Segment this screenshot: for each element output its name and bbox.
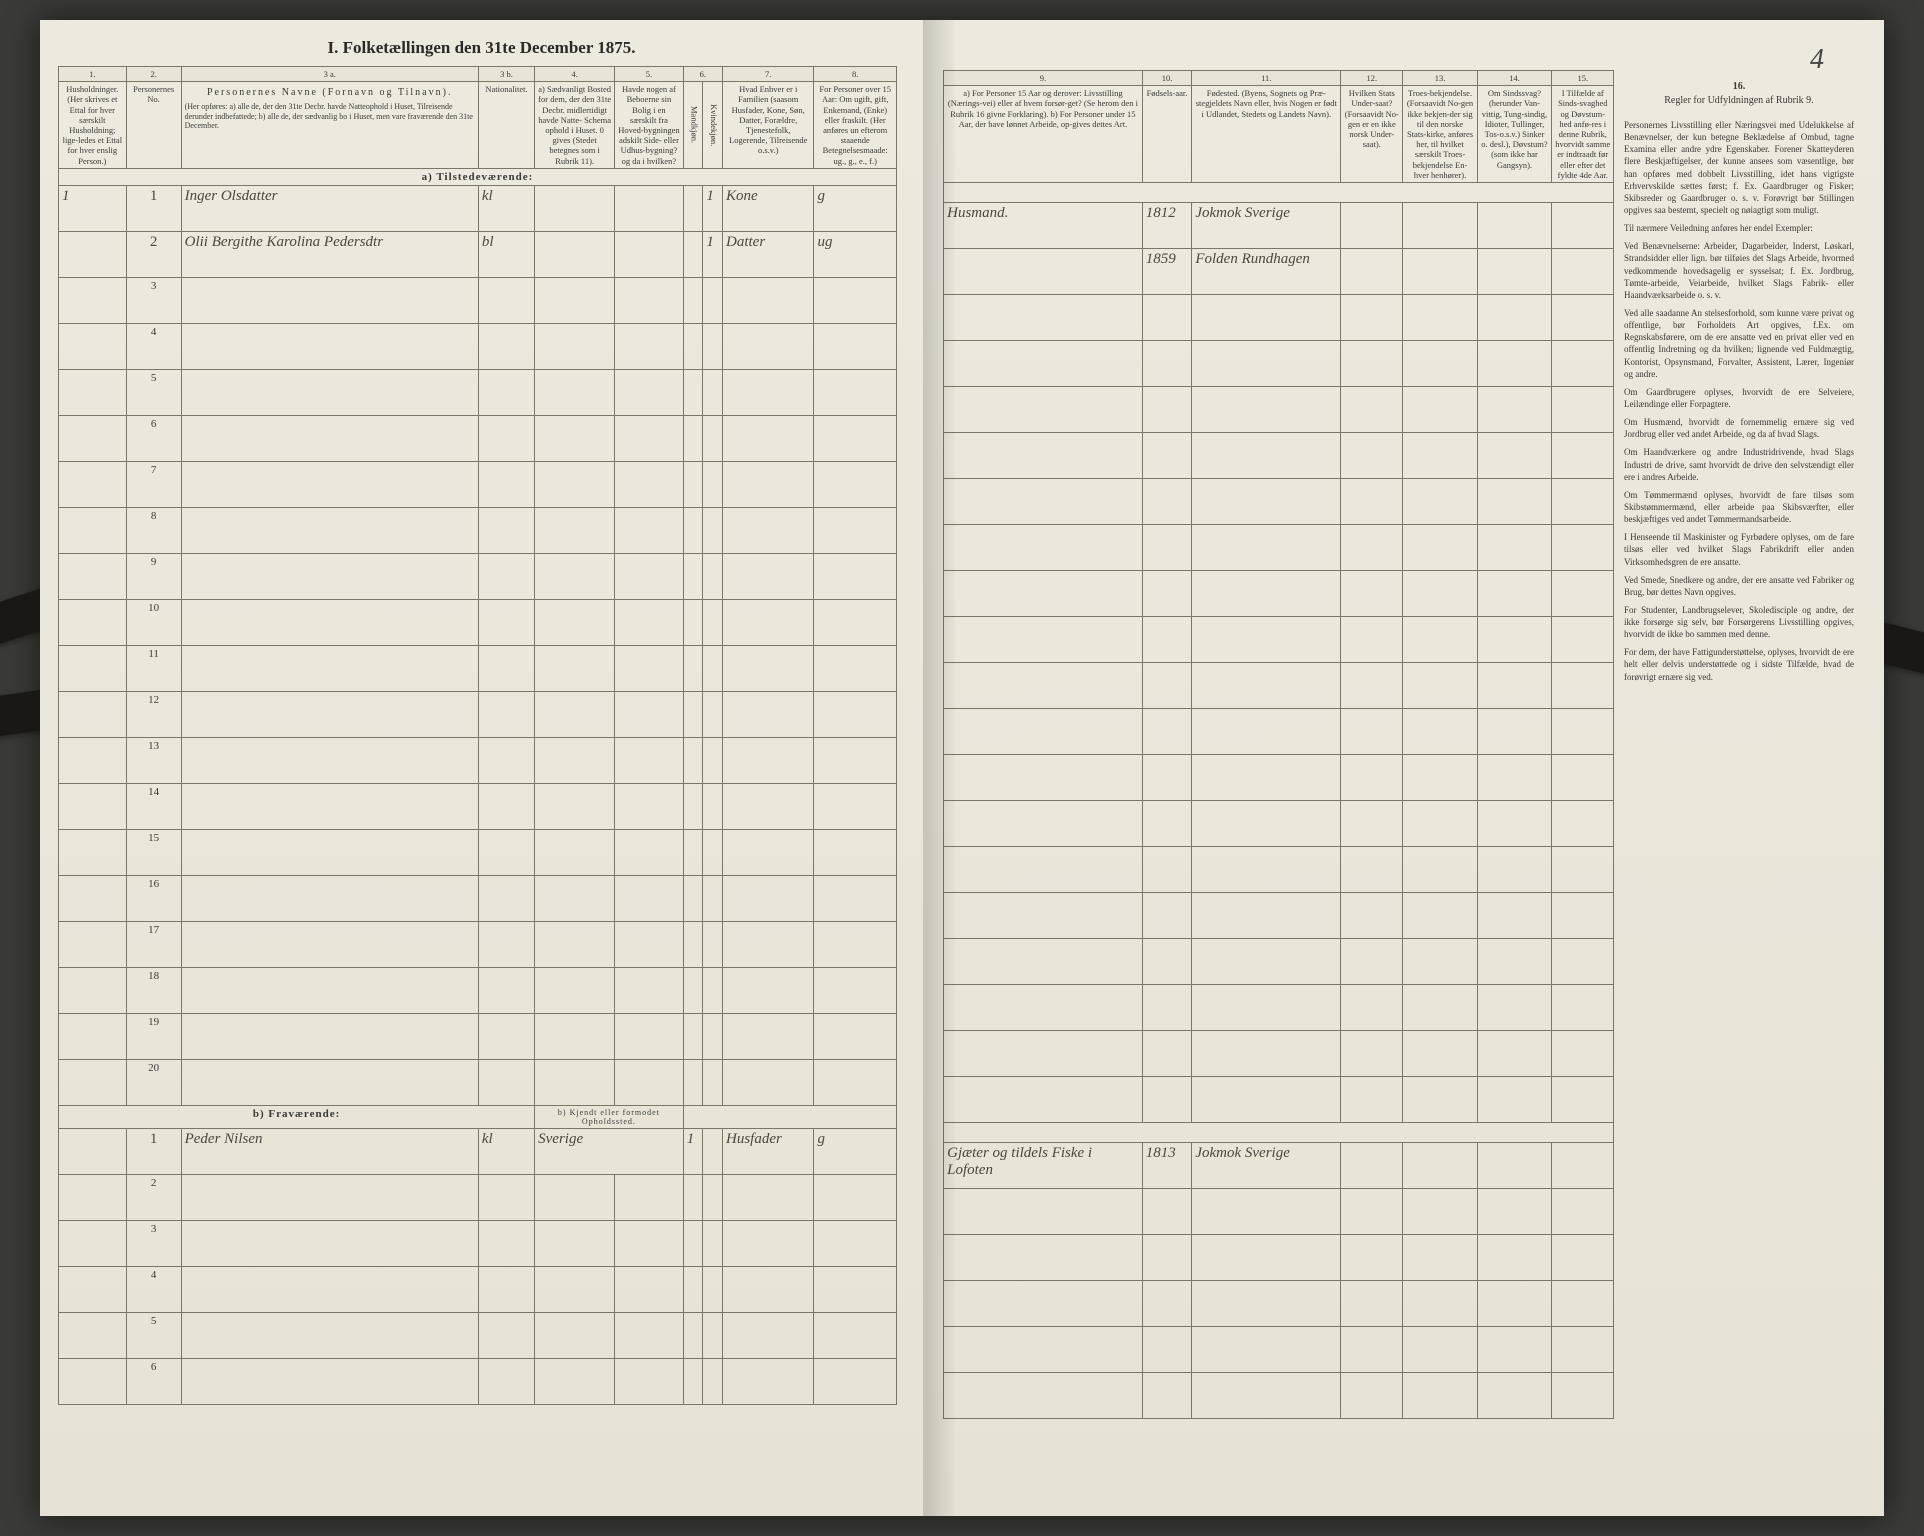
- col-14: 14.: [1477, 71, 1551, 86]
- header-3a: Personernes Navne (Fornavn og Tilnavn). …: [181, 82, 478, 169]
- section-b-label: b) Fraværende:: [59, 1105, 535, 1128]
- instr-p: Om Haandværkere og andre Industridrivend…: [1624, 446, 1854, 482]
- cell-place: Jokmok Sverige: [1192, 1142, 1341, 1188]
- cell-place: Folden Rundhagen: [1192, 248, 1341, 294]
- instr-p: Ved alle saadanne An stelsesforhold, som…: [1624, 307, 1854, 380]
- cell-sex: 1: [683, 1128, 703, 1174]
- cell-place-b: Sverige: [535, 1128, 684, 1174]
- header-10: Fødsels-aar.: [1142, 86, 1192, 183]
- col-7: 7.: [723, 67, 814, 82]
- header-2: Personernes No.: [126, 82, 181, 169]
- header-16: Regler for Udfyldningen af Rubrik 9.: [1664, 95, 1813, 106]
- header-9: a) For Personer 15 Aar og derover: Livss…: [944, 86, 1143, 183]
- header-6b: Kvindekjøn.: [703, 82, 723, 169]
- instr-p: I Henseende til Maskinister og Fyrbødere…: [1624, 531, 1854, 567]
- left-page: I. Folketællingen den 31te December 1875…: [40, 20, 925, 1516]
- col-5: 5.: [615, 67, 684, 82]
- cell-year: 1859: [1142, 248, 1192, 294]
- section-b-right-label: b) Kjendt eller formodet Opholdssted.: [535, 1105, 684, 1128]
- instr-p: Om Husmænd, hvorvidt de fornemmelig ernæ…: [1624, 416, 1854, 440]
- col-3b: 3 b.: [478, 67, 534, 82]
- col-16: 16.: [1733, 81, 1746, 92]
- cell-civ: ug: [814, 231, 897, 277]
- col-15: 15.: [1552, 71, 1614, 86]
- table-row: 1 Peder Nilsen kl Sverige 1 Husfader g: [59, 1128, 897, 1174]
- section-a-label: a) Tilstedeværende:: [59, 168, 897, 185]
- instr-p: Ved Smede, Snedkere og andre, der ere an…: [1624, 574, 1854, 598]
- instr-p: For dem, der have Fattigunderstøttelse, …: [1624, 646, 1854, 682]
- cell-name: Olii Bergithe Karolina Pedersdtr: [181, 231, 478, 277]
- cell-nat: bl: [478, 231, 534, 277]
- cell-liv: Gjæter og tildels Fiske i Lofoten: [944, 1142, 1143, 1188]
- header-6a: Mandkjøn.: [683, 82, 703, 169]
- cell-name: Inger Olsdatter: [181, 185, 478, 231]
- header-1: Husholdninger. (Her skrives et Ettal for…: [59, 82, 127, 169]
- right-page: 4 9. 10. 11. 12. 13. 14. 15. a) For Pers…: [925, 20, 1884, 1516]
- col-12: 12.: [1341, 71, 1403, 86]
- header-3b: Nationalitet.: [478, 82, 534, 169]
- instr-p: For Studenter, Landbrugselever, Skoledis…: [1624, 604, 1854, 640]
- header-14: Om Sindssvag? (herunder Van-vittig, Tung…: [1477, 86, 1551, 183]
- header-7: Hvad Enhver er i Familien (saasom Husfad…: [723, 82, 814, 169]
- table-row: 2 Olii Bergithe Karolina Pedersdtr bl 1 …: [59, 231, 897, 277]
- col-1: 1.: [59, 67, 127, 82]
- cell-nat: kl: [478, 1128, 534, 1174]
- cell-nat: kl: [478, 185, 534, 231]
- header-12: Hvilken Stats Under-saat? (Forsaavidt No…: [1341, 86, 1403, 183]
- header-8: For Personer over 15 Aar: Om ugift, gift…: [814, 82, 897, 169]
- col-4: 4.: [535, 67, 615, 82]
- table-row: 1 1 Inger Olsdatter kl 1 Kone g: [59, 185, 897, 231]
- col-2: 2.: [126, 67, 181, 82]
- header-11: Fødested. (Byens, Sognets og Præ-stegjel…: [1192, 86, 1341, 183]
- cell-num: 2: [126, 231, 181, 277]
- header-4: a) Sædvanligt Bosted for dem, der den 31…: [535, 82, 615, 169]
- header-3a-title: Personernes Navne (Fornavn og Tilnavn).: [185, 84, 475, 102]
- cell-fam: Kone: [723, 185, 814, 231]
- col-9: 9.: [944, 71, 1143, 86]
- header-15: I Tilfælde af Sinds-svaghed og Døvstum-h…: [1552, 86, 1614, 183]
- cell-liv: Husmand.: [944, 202, 1143, 248]
- cell-civ: g: [814, 1128, 897, 1174]
- table-row: Husmand. 1812 Jokmok Sverige: [944, 202, 1614, 248]
- col-6: 6.: [683, 67, 722, 82]
- cell-sex: 1: [703, 185, 723, 231]
- col-11: 11.: [1192, 71, 1341, 86]
- cell-fam: Husfader: [723, 1128, 814, 1174]
- instr-p: Ved Benævnelserne: Arbeider, Dagarbeider…: [1624, 240, 1854, 301]
- cell-name: Peder Nilsen: [181, 1128, 478, 1174]
- col-13: 13.: [1403, 71, 1477, 86]
- instr-p: Til nærmere Veiledning anføres her endel…: [1624, 222, 1854, 234]
- cell-place: Jokmok Sverige: [1192, 202, 1341, 248]
- cell-hh: 1: [59, 185, 127, 231]
- header-3a-sub: (Her opføres: a) alle de, der den 31te D…: [185, 102, 475, 131]
- cell-num: 1: [126, 185, 181, 231]
- cell-num: 1: [126, 1128, 181, 1174]
- col-8: 8.: [814, 67, 897, 82]
- col-3a: 3 a.: [181, 67, 478, 82]
- table-row: Gjæter og tildels Fiske i Lofoten 1813 J…: [944, 1142, 1614, 1188]
- cell-fam: Datter: [723, 231, 814, 277]
- cell-year: 1813: [1142, 1142, 1192, 1188]
- census-ledger: I. Folketællingen den 31te December 1875…: [40, 20, 1884, 1516]
- table-row: 1859 Folden Rundhagen: [944, 248, 1614, 294]
- instr-p: Om Tømmermænd oplyses, hvorvidt de fare …: [1624, 489, 1854, 525]
- census-table-right: 9. 10. 11. 12. 13. 14. 15. a) For Person…: [943, 70, 1614, 1419]
- page-number: 4: [1810, 44, 1824, 76]
- cell-sex: 1: [703, 231, 723, 277]
- header-13: Troes-bekjendelse. (Forsaavidt No-gen ik…: [1403, 86, 1477, 183]
- instructions-column: 16. Regler for Udfyldningen af Rubrik 9.…: [1624, 76, 1854, 689]
- header-5: Havde nogen af Beboerne sin Bolig i en s…: [615, 82, 684, 169]
- cell-civ: g: [814, 185, 897, 231]
- page-title: I. Folketællingen den 31te December 1875…: [40, 20, 923, 66]
- instr-p: Om Gaardbrugere oplyses, hvorvidt de ere…: [1624, 386, 1854, 410]
- col-10: 10.: [1142, 71, 1192, 86]
- census-table-left: 1. 2. 3 a. 3 b. 4. 5. 6. 7. 8. Husholdni…: [58, 66, 897, 1405]
- instr-p: Personernes Livsstilling eller Næringsve…: [1624, 119, 1854, 216]
- cell-year: 1812: [1142, 202, 1192, 248]
